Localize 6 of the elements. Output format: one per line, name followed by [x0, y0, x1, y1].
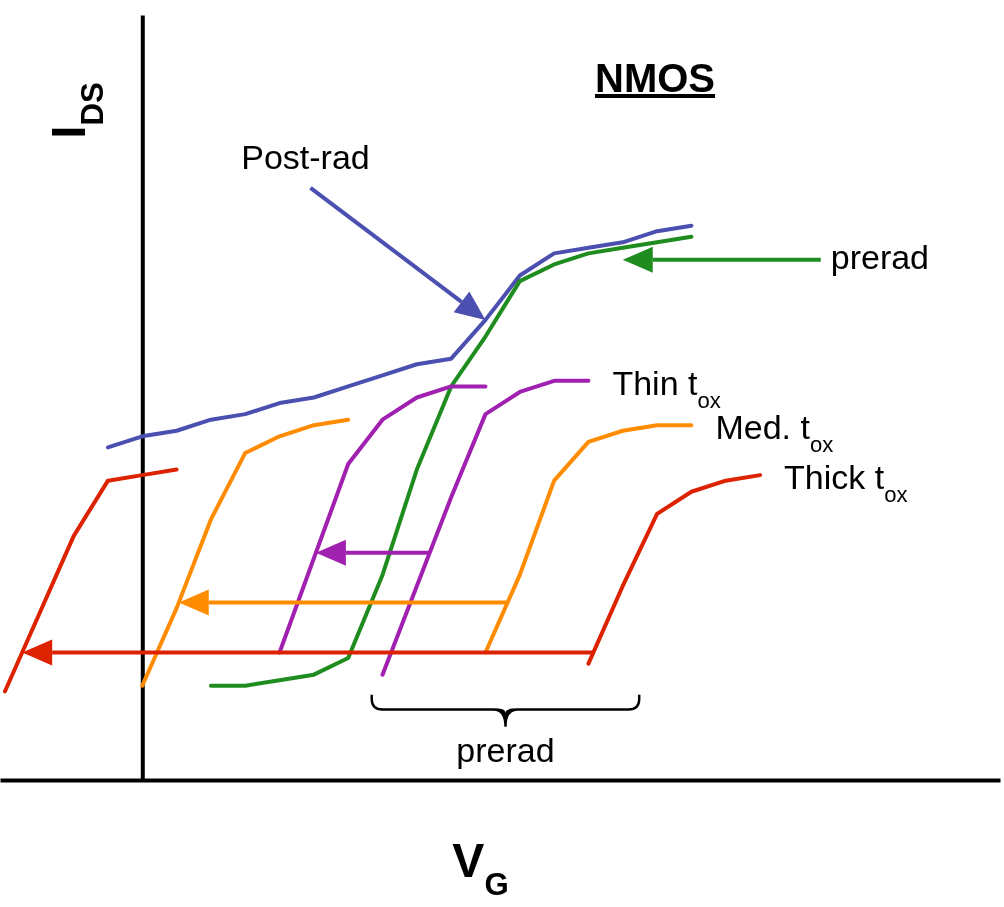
- x-axis-title: V$_{G}$: [452, 833, 509, 901]
- series-label: Thick t$_{ox}$: [784, 458, 908, 507]
- text: prerad: [830, 237, 930, 276]
- annotation: prerad: [456, 730, 555, 769]
- text: Post-rad: [241, 137, 370, 176]
- chart-title: NMOS: [595, 56, 715, 100]
